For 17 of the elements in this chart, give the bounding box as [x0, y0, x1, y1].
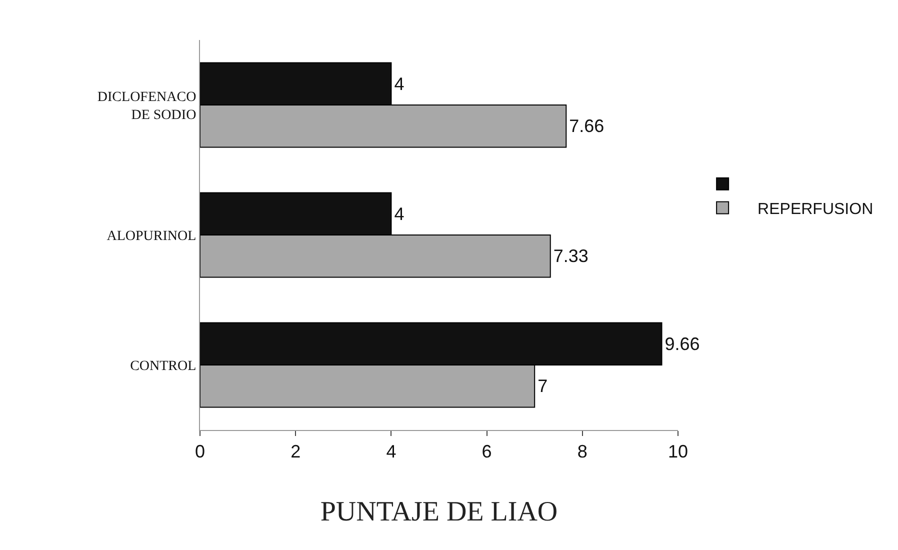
x-tick-label: 10: [668, 442, 688, 462]
data-label: 9.66: [664, 334, 700, 354]
y-tick-label: DICLOFENACO DE SODIO: [97, 90, 196, 123]
data-label: 7: [538, 376, 548, 396]
x-tick-label: 2: [290, 442, 301, 462]
x-tick-label: 0: [194, 442, 206, 462]
data-label: 7.66: [569, 116, 604, 136]
y-tick-label: CONTROL: [130, 358, 196, 374]
x-tick-label: 6: [482, 442, 492, 462]
x-tick-label: 4: [386, 442, 396, 462]
x-axis-title: PUNTAJE DE LIAO: [320, 496, 558, 528]
y-tick-label: ALOPURINOL: [106, 228, 196, 244]
data-label: 4: [394, 74, 404, 94]
data-label: 4: [394, 204, 404, 224]
data-label: 7.33: [553, 246, 588, 266]
legend-label: REPERFUSION: [758, 200, 874, 218]
x-tick-label: 8: [577, 442, 588, 462]
